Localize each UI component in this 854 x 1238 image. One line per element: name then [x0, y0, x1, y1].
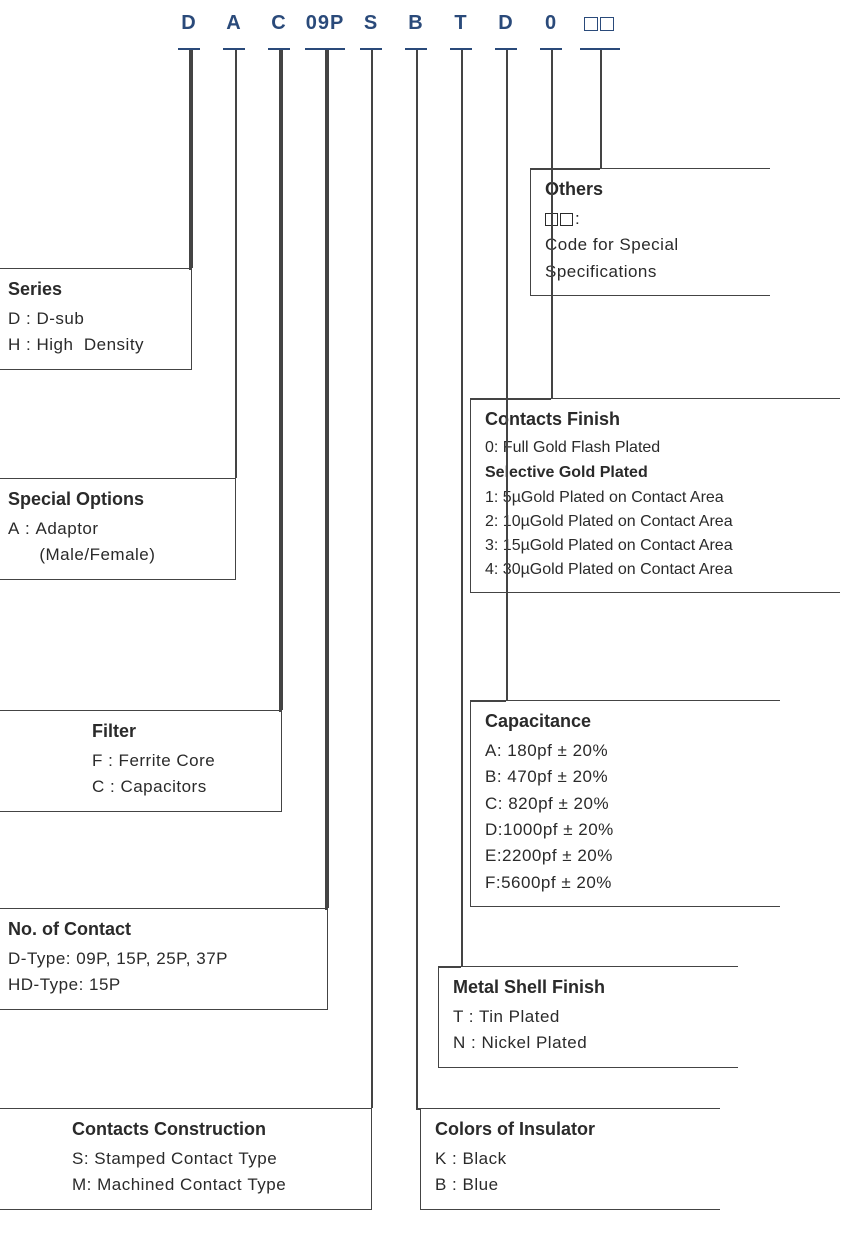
- box-line: F:5600pf ± 20%: [485, 870, 768, 896]
- box-title: Filter: [92, 721, 269, 742]
- code-underline-1: [223, 48, 245, 50]
- box-line: 4: 30µGold Plated on Contact Area: [485, 558, 828, 582]
- box-special-options: Special Options A : Adaptor (Male/Female): [0, 478, 236, 580]
- part-number-diagram: DAC09PSBTD0SeriesD : D-subH : High Densi…: [0, 0, 854, 1238]
- box-metal-shell-finish: Metal Shell Finish T : Tin PlatedN : Nick…: [438, 966, 738, 1068]
- part-code-row: DAC09PSBTD0: [0, 12, 854, 52]
- box-subtitle: Selective Gold Plated: [485, 464, 828, 482]
- box-line: D-Type: 09P, 15P, 25P, 37P: [8, 946, 315, 972]
- connector-vline: [191, 50, 193, 268]
- box-line: H : High Density: [8, 332, 179, 358]
- code-cell-8: 0: [540, 12, 562, 35]
- connector-hline: [416, 1108, 420, 1110]
- box-line: Code for Special: [545, 232, 758, 258]
- code-cell-6: T: [450, 12, 472, 35]
- box-title: Others: [545, 179, 758, 200]
- box-title: Capacitance: [485, 711, 768, 732]
- code-cell-4: S: [360, 12, 382, 35]
- box-line: Specifications: [545, 259, 758, 285]
- box-title: Contacts Construction: [72, 1119, 359, 1140]
- connector-vline: [506, 50, 508, 700]
- box-title: Special Options: [8, 489, 223, 510]
- box-filter: Filter F : Ferrite CoreC : Capacitors: [0, 710, 282, 812]
- connector-vline: [551, 50, 553, 398]
- connector-hline: [189, 268, 192, 270]
- box-line: 2: 10µGold Plated on Contact Area: [485, 510, 828, 534]
- box-line: D : D-sub: [8, 306, 179, 332]
- code-cell-7: D: [495, 12, 517, 35]
- box-title: Metal Shell Finish: [453, 977, 726, 998]
- box-line: (Male/Female): [8, 542, 223, 568]
- box-no-of-contact: No. of Contact D-Type: 09P, 15P, 25P, 37P…: [0, 908, 328, 1010]
- code-cell-2: C: [268, 12, 290, 35]
- box-others: Others:Code for SpecialSpecifications: [530, 168, 770, 296]
- box-title: Colors of Insulator: [435, 1119, 708, 1140]
- box-title: Contacts Finish: [485, 409, 828, 430]
- box-line: K : Black: [435, 1146, 708, 1172]
- box-line: HD-Type: 15P: [8, 972, 315, 998]
- code-cell-1: A: [223, 12, 245, 35]
- box-line: 3: 15µGold Plated on Contact Area: [485, 534, 828, 558]
- box-line: A: 180pf ± 20%: [485, 738, 768, 764]
- box-line: B : Blue: [435, 1172, 708, 1198]
- box-line: :: [545, 206, 758, 232]
- connector-hline: [438, 966, 461, 968]
- connector-vline: [371, 50, 373, 1108]
- connector-vline: [279, 50, 281, 710]
- box-line: N : Nickel Plated: [453, 1030, 726, 1056]
- code-cell-0: D: [178, 12, 200, 35]
- box-capacitance: Capacitance A: 180pf ± 20%B: 470pf ± 20%C…: [470, 700, 780, 907]
- connector-hline: [470, 700, 506, 702]
- box-series: Series D : D-subH : High Density: [0, 268, 192, 370]
- connector-vline: [461, 50, 463, 966]
- connector-vline: [327, 50, 329, 908]
- box-line: S: Stamped Contact Type: [72, 1146, 359, 1172]
- connector-vline: [416, 50, 418, 1108]
- connector-hline: [470, 398, 551, 400]
- connector-vline: [325, 50, 327, 908]
- box-line: F : Ferrite Core: [92, 748, 269, 774]
- box-line: 1: 5µGold Plated on Contact Area: [485, 486, 828, 510]
- box-line: E:2200pf ± 20%: [485, 843, 768, 869]
- box-line: 0: Full Gold Flash Plated: [485, 436, 828, 460]
- connector-vline: [600, 50, 602, 168]
- connector-vline: [235, 50, 237, 478]
- box-line: B: 470pf ± 20%: [485, 764, 768, 790]
- connector-hline: [279, 710, 282, 712]
- box-contacts-construction: Contacts Construction S: Stamped Contact …: [0, 1108, 372, 1210]
- connector-vline: [281, 50, 283, 710]
- connector-vline: [189, 50, 191, 268]
- code-cell-5: B: [405, 12, 427, 35]
- box-colors-of-insulator: Colors of Insulator K : BlackB : Blue: [420, 1108, 720, 1210]
- connector-hline: [530, 168, 600, 170]
- box-line: C : Capacitors: [92, 774, 269, 800]
- box-contacts-finish: Contacts Finish 0: Full Gold Flash Plated…: [470, 398, 840, 593]
- box-title: No. of Contact: [8, 919, 315, 940]
- code-cell-9: [580, 12, 620, 35]
- code-cell-3: 09P: [305, 12, 345, 35]
- box-line: D:1000pf ± 20%: [485, 817, 768, 843]
- box-line: M: Machined Contact Type: [72, 1172, 359, 1198]
- connector-hline: [325, 908, 328, 910]
- box-line: A : Adaptor: [8, 516, 223, 542]
- box-line: T : Tin Plated: [453, 1004, 726, 1030]
- box-title: Series: [8, 279, 179, 300]
- box-line: C: 820pf ± 20%: [485, 791, 768, 817]
